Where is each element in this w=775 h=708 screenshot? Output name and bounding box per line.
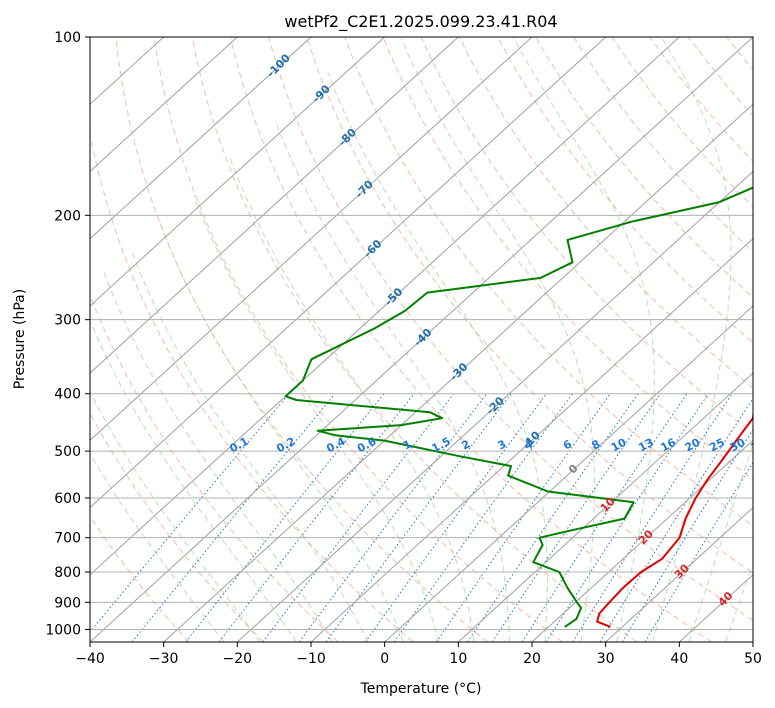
dry-adiabat-line [496,37,753,344]
moist-adiabat-line [193,195,439,642]
moist-adiabat-line [688,441,753,642]
dry-adiabat-line [90,412,264,642]
dry-adiabat-line [765,37,775,642]
x-tick-label: −20 [223,651,253,667]
sounding-traces [284,186,753,628]
x-tick-label: −10 [296,651,326,667]
isotherm-line [90,37,312,240]
mixing-ratio-lines [90,393,753,642]
dry-adiabat-line [268,37,753,622]
y-tick-label: 600 [54,491,81,507]
x-tick-label: 0 [380,651,389,667]
dry-adiabat-line [191,37,638,642]
x-tick-label: 30 [597,651,615,667]
mixing-ratio-label: 10 [609,436,629,455]
mixing-ratio-label: 36 [749,436,769,455]
isotherm-line [310,237,753,642]
mixing-ratio-label: 30 [728,436,748,455]
x-tick-label: 50 [744,651,762,667]
isotherms [90,37,753,642]
mixing-ratio-line [393,393,573,642]
isotherm-line [90,37,238,173]
x-tick-label: 10 [449,651,467,667]
dry-adiabat-line [90,515,190,642]
x-tick-label: −40 [75,651,105,667]
y-tick-label: 800 [54,565,81,581]
mixing-ratio-line [572,393,733,642]
mixing-ratio-line [131,393,336,642]
isotherm-line [90,37,607,509]
y-tick-label: 1000 [45,622,81,638]
plot-frame [89,36,754,643]
x-tick-label: 40 [670,651,688,667]
mixing-ratio-line [521,393,688,642]
x-tick-label: −30 [149,651,179,667]
mixing-ratio-line [364,393,547,642]
y-tick-label: 200 [54,208,81,224]
dewpoint-trace [284,186,753,628]
mixing-ratio-line [621,428,753,642]
mixing-ratio-line [545,393,709,642]
y-tick-label: 100 [54,30,81,46]
temperature-trace [596,409,753,628]
moist-adiabat-line [103,272,333,642]
mixing-ratio-line [644,461,753,642]
isotherm-line [163,103,753,642]
moist-adiabat-line [327,72,548,642]
mixing-ratio-label: 25 [707,436,727,455]
mixing-ratio-label: 13 [636,436,656,455]
isotherm-line [90,37,459,374]
isotherm-line [752,641,753,642]
mixing-ratio-line [491,393,661,642]
y-tick-label: 500 [54,444,81,460]
moist-adiabat-line [725,563,753,642]
moist-adiabat-line [90,390,261,642]
moist-adiabat-line [131,251,369,642]
moist-adiabat-line [275,123,510,642]
chart-title: wetPf2_C2E1.2025.099.23.41.R04 [284,12,557,32]
mixing-ratio-line [185,393,385,642]
moist-adiabats [90,37,753,642]
mixing-ratio-line [599,397,753,642]
x-tick-label: 20 [523,651,541,667]
mixing-ratio-label: 20 [683,436,703,455]
mixing-ratio-label: 16 [658,436,678,455]
dry-adiabat-line [535,37,753,298]
mixing-ratio-line [218,393,415,642]
dry-adiabat-line [382,37,753,481]
dry-adiabat-line [153,37,563,642]
isotherm-line [605,506,753,642]
isotherm-line [236,170,753,642]
mixing-ratio-line [90,393,290,633]
isotherm-line [90,37,386,307]
y-axis: 1000 900 800 700 600 500 400 300 200 100 [45,30,90,638]
dry-adiabats [90,37,775,642]
moist-adiabat-line [400,37,595,642]
x-axis: −40 −30 −20 −10 0 10 20 30 40 50 [75,642,762,667]
moist-adiabat-line [90,319,297,642]
isotherm-line [90,37,753,642]
isotherm-line [457,372,753,642]
isotherm-line [384,305,753,642]
y-tick-label: 700 [54,531,81,547]
isotherm-line [90,37,533,442]
moist-adiabat-line [652,37,732,642]
x-axis-label: Temperature (°C) [360,681,482,697]
y-axis-label: Pressure (hPa) [12,289,28,389]
mixing-ratio-line [325,393,512,642]
y-tick-label: 900 [54,595,81,611]
dry-adiabat-line [90,131,414,642]
isotherm-line [531,439,753,642]
isotherm-line [90,37,680,576]
dry-adiabat-line [306,37,753,574]
y-tick-label: 300 [54,313,81,329]
moist-adiabat-line [159,221,404,642]
y-tick-label: 400 [54,387,81,403]
